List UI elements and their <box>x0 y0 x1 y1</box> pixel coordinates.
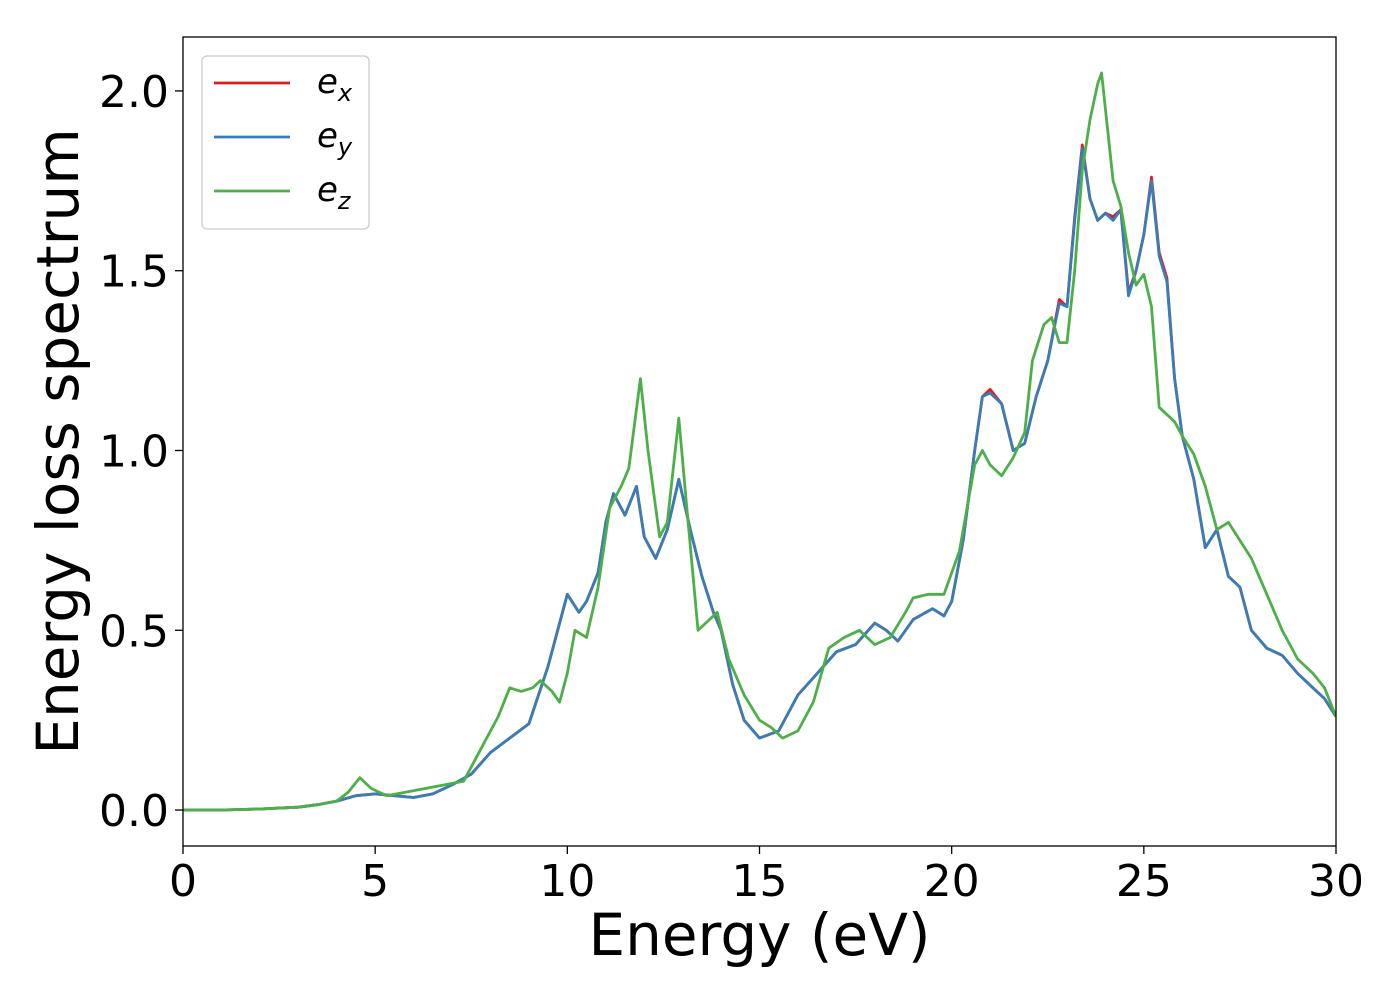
x-axis-label: Energy (eV) <box>588 901 930 969</box>
legend-label-base: e <box>317 62 338 102</box>
x-tick-label: 25 <box>1116 856 1172 907</box>
legend-label-subscript: z <box>337 187 352 215</box>
legend-label-z: ez <box>317 170 352 215</box>
x-tick-label: 10 <box>539 856 595 907</box>
y-tick-label: 1.0 <box>99 426 169 477</box>
legend-label-base: e <box>317 170 338 210</box>
series-line-y <box>183 147 1336 812</box>
x-tick-label: 30 <box>1308 856 1364 907</box>
legend-box <box>201 55 370 230</box>
legend-label-x: ex <box>317 62 353 107</box>
y-tick-label: 0.5 <box>99 606 169 657</box>
x-tick-label: 15 <box>732 856 788 907</box>
series-layer <box>183 71 1336 812</box>
series-line-z <box>183 71 1336 812</box>
x-tick-label: 5 <box>361 856 389 907</box>
y-tick-label: 0.0 <box>99 786 169 837</box>
legend-label-base: e <box>317 116 338 156</box>
legend-label-subscript: x <box>337 79 353 107</box>
y-axis-ticks: 0.0 0.5 1.0 1.5 2.0 <box>99 67 183 837</box>
y-axis-label: Energy loss spectrum <box>24 128 92 754</box>
y-tick-label: 1.5 <box>99 247 169 298</box>
x-axis-ticks: 0 5 10 15 20 25 30 <box>169 846 1364 907</box>
x-tick-label: 0 <box>169 856 197 907</box>
legend-label-y: ey <box>317 116 353 161</box>
y-tick-label: 2.0 <box>99 67 169 118</box>
legend-label-subscript: y <box>337 133 353 161</box>
x-tick-label: 20 <box>924 856 980 907</box>
